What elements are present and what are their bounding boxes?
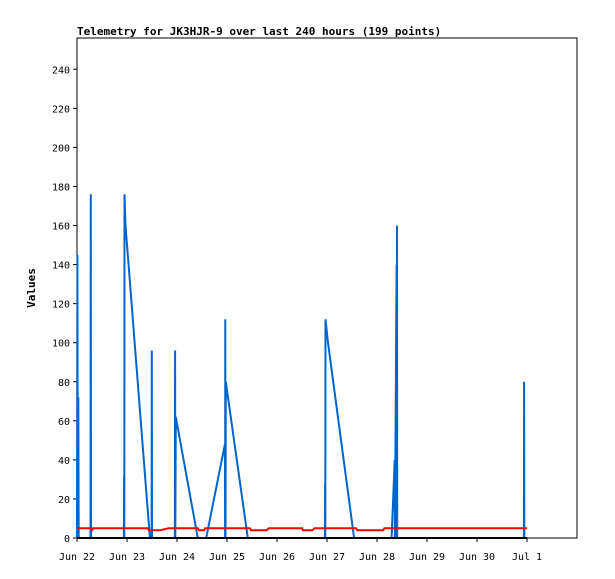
- series-layer: [76, 194, 527, 539]
- y-tick-label: 120: [52, 300, 70, 311]
- x-tick-label: Jun 24: [159, 552, 195, 563]
- x-tick-label: Jun 25: [209, 552, 245, 563]
- series-line-2: [77, 527, 527, 533]
- y-tick-label: 100: [52, 339, 70, 350]
- y-tick-label: 160: [52, 222, 70, 233]
- x-tick-label: Jun 28: [359, 552, 395, 563]
- x-tick-label: Jun 29: [409, 552, 445, 563]
- y-tick-label: 20: [58, 495, 70, 506]
- x-tick-label: Jun 23: [109, 552, 145, 563]
- y-tick-label: 80: [58, 378, 70, 389]
- x-tick-label: Jun 26: [259, 552, 295, 563]
- y-tick-label: 40: [58, 456, 70, 467]
- y-axis-ticks: 0 20 40 60 80 100 120 140 160 180 200 220 240: [52, 65, 77, 545]
- y-tick-label: 140: [52, 261, 70, 272]
- y-tick-label: 60: [58, 417, 70, 428]
- x-axis-ticks: Jun 22 Jun 23 Jun 24 Jun 25 Jun 26 Jun 27 Jun …: [59, 538, 542, 563]
- y-tick-label: 0: [64, 534, 70, 545]
- x-tick-label: Jun 27: [309, 552, 345, 563]
- x-tick-label: Jun 30: [459, 552, 495, 563]
- x-tick-label: Jul 1: [512, 552, 542, 563]
- series-line-1: [76, 194, 526, 539]
- x-tick-label: Jun 22: [59, 552, 95, 563]
- y-tick-label: 200: [52, 143, 70, 154]
- y-axis-label: Values: [25, 268, 38, 308]
- chart-title: Telemetry for JK3HJR-9 over last 240 hou…: [77, 25, 441, 38]
- y-tick-label: 240: [52, 65, 70, 76]
- y-tick-label: 180: [52, 182, 70, 193]
- y-tick-label: 220: [52, 104, 70, 115]
